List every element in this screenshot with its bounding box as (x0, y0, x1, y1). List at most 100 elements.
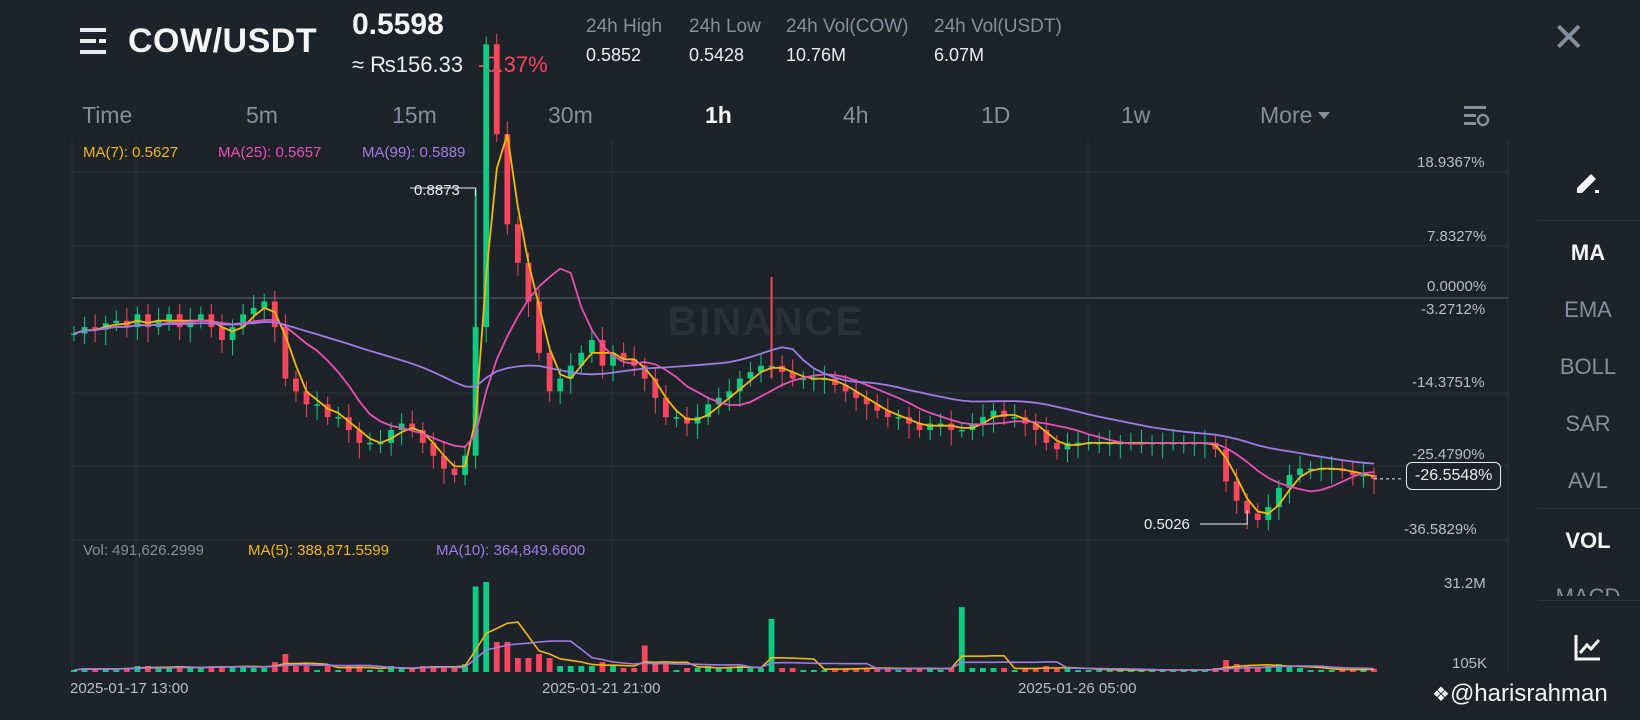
candle (557, 378, 564, 392)
candle (641, 365, 648, 379)
x-axis-label: 2025-01-17 13:00 (70, 680, 189, 697)
volume-bar (1318, 670, 1325, 672)
candle (1117, 442, 1124, 445)
volume-bar (1128, 670, 1134, 672)
sidebar-item-ema[interactable]: EMA (1564, 297, 1612, 322)
candle (927, 423, 934, 430)
volume-bar (92, 669, 99, 672)
volume-bar (1286, 666, 1293, 672)
volume-bar (219, 666, 225, 672)
tab-1w[interactable]: 1w (1121, 102, 1151, 128)
sidebar-item-ma[interactable]: MA (1570, 240, 1606, 265)
volume-bar (599, 662, 606, 672)
volume-bar (652, 664, 659, 672)
chart-type-icon[interactable] (1573, 632, 1603, 662)
volume-bar (842, 668, 849, 672)
volume-bar (1138, 670, 1145, 672)
candle (969, 423, 976, 430)
tab-4h[interactable]: 4h (843, 102, 869, 128)
candle (1286, 475, 1293, 488)
volume-bar (1032, 668, 1039, 672)
y-axis-label: -36.5829% (1404, 521, 1477, 538)
stat-label-high: 24h High (586, 16, 663, 37)
volume-bar (874, 668, 881, 672)
ma7-label: MA(7): 0.5627 (83, 144, 179, 161)
volume-bar (821, 670, 828, 672)
tab-15m[interactable]: 15m (392, 102, 437, 128)
tab-30m[interactable]: 30m (548, 102, 593, 128)
candle (726, 391, 733, 398)
volume-bar (250, 668, 257, 672)
candle (874, 404, 881, 411)
close-icon[interactable]: ✕ (1552, 16, 1586, 60)
candle (1106, 442, 1113, 445)
volume-bar (610, 666, 616, 672)
volume-bar (166, 668, 173, 672)
volume-bar (810, 670, 817, 672)
volume-bar (1360, 670, 1367, 672)
sidebar-item-macd[interactable]: MACD (1538, 584, 1638, 596)
candle (1159, 442, 1166, 445)
volume-label: Vol: 491,626.2999 (83, 542, 204, 559)
candle (303, 391, 310, 405)
volume-bar (958, 607, 965, 672)
candle (1339, 468, 1346, 472)
candle (1054, 442, 1060, 450)
candle (81, 327, 88, 334)
volume-bar (758, 668, 764, 672)
volume-bar (525, 658, 532, 672)
sidebar-item-vol[interactable]: VOL (1565, 528, 1611, 553)
volume-bar (514, 658, 521, 672)
candle (145, 314, 151, 328)
tab-more[interactable]: More (1260, 102, 1331, 129)
volume-bar (1328, 670, 1335, 672)
candle (631, 359, 638, 366)
candle (715, 397, 722, 405)
y-axis-label: 0.0000% (1427, 278, 1487, 295)
volume-bar (969, 668, 976, 672)
tab-5m[interactable]: 5m (246, 102, 278, 128)
candle (314, 404, 320, 406)
stat-value-vol-quote: 6.07M (934, 45, 985, 65)
candle (536, 301, 542, 353)
candle (1191, 442, 1198, 445)
candle (113, 320, 120, 324)
low-marker-line (1200, 510, 1248, 525)
price-change: -0.37% (478, 52, 548, 77)
candle (335, 417, 342, 419)
volume-bar (1297, 668, 1303, 672)
candle (92, 327, 99, 330)
volume-bar (1233, 664, 1240, 672)
candle (166, 314, 173, 321)
pair-title[interactable]: COW/USDT (128, 22, 318, 60)
menu-icon[interactable] (80, 26, 112, 56)
volume-bar (208, 666, 215, 672)
sidebar-item-sar[interactable]: SAR (1565, 411, 1611, 436)
volume-bar (557, 666, 564, 672)
tab-time[interactable]: Time (82, 102, 133, 128)
tab-1d[interactable]: 1D (981, 102, 1011, 128)
candle (588, 340, 595, 353)
volume-bar (1223, 660, 1229, 672)
volume-bar (1349, 668, 1356, 672)
volume-bar (694, 668, 701, 672)
volume-ma5-line (73, 621, 1375, 671)
volume-bar (736, 666, 743, 672)
x-axis-label: 2025-01-21 21:00 (542, 680, 661, 697)
binance-watermark: BINANCE (668, 300, 865, 344)
volume-bar (832, 668, 838, 672)
candle (916, 423, 923, 430)
diamond-logo-icon: ❖ (1432, 684, 1450, 706)
tab-1h[interactable]: 1h (705, 102, 732, 128)
candle (324, 404, 331, 418)
sidebar-item-boll[interactable]: BOLL (1559, 354, 1617, 379)
chart-settings-icon[interactable] (1464, 104, 1490, 128)
candle (694, 417, 701, 424)
volume-bar (906, 668, 912, 672)
ma99-label: MA(99): 0.5889 (362, 144, 466, 161)
volume-bar (314, 670, 320, 672)
volume-bar (1022, 668, 1029, 672)
draw-pen-icon[interactable] (1573, 166, 1603, 196)
author-handle: @harisrahman (1449, 680, 1608, 707)
sidebar-item-avl[interactable]: AVL (1568, 468, 1608, 493)
